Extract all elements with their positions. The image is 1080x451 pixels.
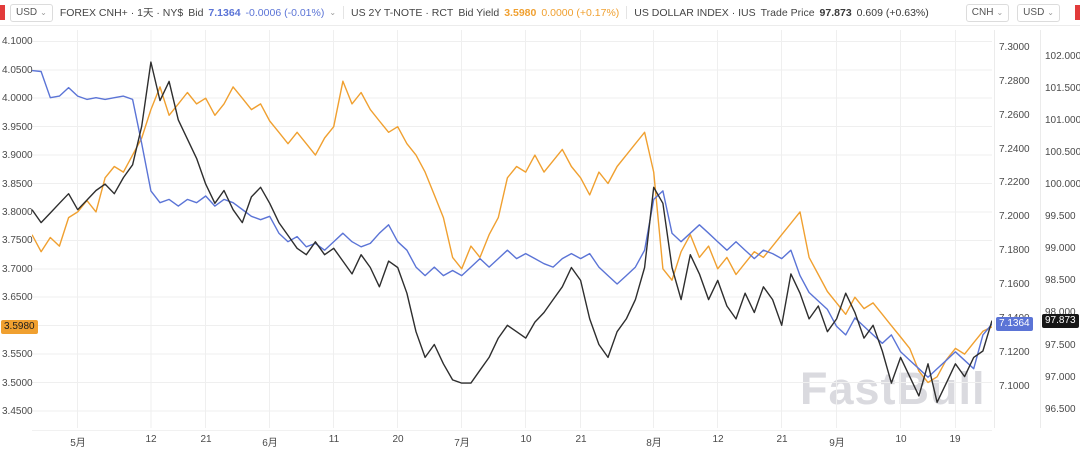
axis-tick-label: 4.0500 — [2, 65, 33, 76]
time-tick-label: 19 — [949, 434, 961, 445]
axis-tick-label: 100.500 — [1045, 147, 1080, 158]
instrument-field: Bid Yield — [458, 6, 500, 19]
right-axis-cnh-label: CNH — [971, 6, 994, 18]
legend-instrument-forex-cnh[interactable]: FOREX CNH+ · 1天 · NY$ Bid 7.1364 -0.0006… — [60, 5, 336, 20]
plot-canvas[interactable] — [32, 30, 992, 428]
time-tick-label: 21 — [776, 434, 788, 445]
instrument-title: FOREX CNH+ · 1天 · NY$ — [59, 7, 184, 19]
axis-tick-label: 3.9500 — [2, 122, 33, 133]
axis-tick-label: 98.000 — [1045, 307, 1076, 318]
instrument-change: 0.609 (+0.63%) — [856, 6, 929, 19]
right-axis-cnh-selector[interactable]: CNH ⌄ — [965, 3, 1010, 22]
axis-tick-label: 3.8500 — [2, 179, 33, 190]
axis-tick-label: 7.2000 — [999, 211, 1030, 222]
left-axis-unit-selector[interactable]: USD ⌄ — [10, 3, 53, 22]
left-axis-unit-label: USD — [16, 6, 38, 18]
time-tick-label: 9月 — [829, 438, 845, 449]
instrument-field: Trade Price — [760, 6, 815, 19]
axis-tick-label: 98.500 — [1045, 275, 1076, 286]
axis-tick-label: 96.500 — [1045, 404, 1076, 415]
axis-tick-label: 100.000 — [1045, 179, 1080, 190]
legend: FOREX CNH+ · 1天 · NY$ Bid 7.1364 -0.0006… — [60, 5, 929, 20]
time-tick-label: 21 — [200, 434, 212, 445]
axis-tick-label: 4.1000 — [2, 36, 33, 47]
chevron-down-icon: ⌄ — [40, 7, 47, 17]
legend-instrument-dollar-index[interactable]: US DOLLAR INDEX · IUS Trade Price 97.873… — [634, 7, 928, 19]
axis-tick-label: 3.8000 — [2, 207, 33, 218]
axis-tick-label: 3.5000 — [2, 378, 33, 389]
last-price-badge-dollar-index: 97.873 — [1042, 314, 1079, 328]
left-edge-marker-icon — [0, 5, 5, 20]
axis-tick-label: 3.9000 — [2, 150, 33, 161]
series-line-us2y-yield — [32, 80, 992, 384]
axis-tick-label: 7.1000 — [999, 381, 1030, 392]
right-edge-marker-icon — [1075, 5, 1080, 20]
series-line-dollar-index — [32, 61, 992, 403]
series-line-usdcnh-bid — [32, 69, 992, 378]
instrument-price: 97.873 — [819, 6, 852, 19]
axis-tick-label: 3.4500 — [2, 406, 33, 417]
instrument-field: Bid — [188, 6, 204, 19]
last-price-badge-usdcnh-bid: 7.1364 — [996, 317, 1033, 331]
instrument-price: 3.5980 — [504, 6, 537, 19]
axis-tick-label: 3.7000 — [2, 264, 33, 275]
axis-tick-label: 101.500 — [1045, 83, 1080, 94]
instrument-title: US 2Y T-NOTE · RCT — [351, 6, 454, 19]
right-axis-usd-label: USD — [1023, 6, 1045, 18]
legend-expand-chevron-icon[interactable]: ⌄ — [329, 7, 337, 17]
instrument-title: US DOLLAR INDEX · IUS — [634, 6, 756, 19]
axis-tick-label: 101.000 — [1045, 115, 1080, 126]
toolbar: USD ⌄ FOREX CNH+ · 1天 · NY$ Bid 7.1364 -… — [0, 0, 1080, 26]
axis-tick-label: 7.1800 — [999, 245, 1030, 256]
right-axis-selectors: CNH ⌄ USD ⌄ — [965, 3, 1060, 22]
axis-tick-label: 3.5500 — [2, 349, 33, 360]
time-tick-label: 6月 — [262, 438, 278, 449]
axis-tick-label: 3.6500 — [2, 292, 33, 303]
instrument-change: 0.0000 (+0.17%) — [541, 6, 620, 19]
chevron-down-icon: ⌄ — [1047, 7, 1054, 17]
time-tick-label: 12 — [145, 434, 157, 445]
instrument-change: -0.0006 (-0.01%) — [245, 6, 325, 19]
instrument-price: 7.1364 — [208, 6, 241, 19]
time-tick-label: 10 — [895, 434, 907, 445]
legend-instrument-us2y-tnote[interactable]: US 2Y T-NOTE · RCT Bid Yield 3.5980 0.00… — [351, 7, 619, 19]
axis-tick-label: 7.2400 — [999, 144, 1030, 155]
watermark: FastBull — [800, 363, 986, 414]
time-tick-label: 10 — [520, 434, 532, 445]
axis-tick-label: 102.000 — [1045, 51, 1080, 62]
axis-tick-label: 3.7500 — [2, 235, 33, 246]
axis-tick-label: 7.1600 — [999, 279, 1030, 290]
axis-tick-label: 7.2800 — [999, 76, 1030, 87]
time-tick-label: 21 — [575, 434, 587, 445]
axis-tick-label: 7.2200 — [999, 177, 1030, 188]
axis-tick-label: 97.500 — [1045, 340, 1076, 351]
axis-tick-label: 4.0000 — [2, 93, 33, 104]
axis-tick-label: 7.1200 — [999, 347, 1030, 358]
time-tick-label: 7月 — [454, 438, 470, 449]
right-axis-usd-selector[interactable]: USD ⌄ — [1017, 3, 1060, 22]
chevron-down-icon: ⌄ — [996, 7, 1004, 17]
axis-tick-label: 7.2600 — [999, 110, 1030, 121]
axis-tick-label: 99.000 — [1045, 243, 1076, 254]
right-price-axis-usd[interactable]: 102.000 101.500 101.000 100.500 100.000 99.50… — [1040, 30, 1080, 428]
axis-tick-label: 97.000 — [1045, 372, 1076, 383]
axis-tick-label: 7.3000 — [999, 42, 1030, 53]
toolbar-divider — [343, 6, 345, 19]
last-price-badge-us2y-yield: 3.5980 — [1, 320, 38, 334]
time-tick-label: 12 — [712, 434, 724, 445]
time-tick-label: 8月 — [646, 438, 662, 449]
toolbar-divider — [626, 6, 628, 19]
time-tick-label: 5月 — [70, 438, 86, 449]
time-tick-label: 11 — [328, 434, 340, 445]
left-price-axis[interactable]: 4.1000 4.0500 4.0000 3.9500 3.9000 3.8500 3.80… — [0, 30, 38, 428]
axis-tick-label: 99.500 — [1045, 211, 1076, 222]
time-tick-label: 20 — [392, 434, 404, 445]
time-axis[interactable]: 5月 12 21 6月 11 20 7月 10 21 8月 12 21 9月 10 19 — [32, 430, 992, 449]
right-price-axis-cnh[interactable]: 7.3000 7.2800 7.2600 7.2400 7.2200 7.2000 7.18… — [994, 30, 1040, 428]
